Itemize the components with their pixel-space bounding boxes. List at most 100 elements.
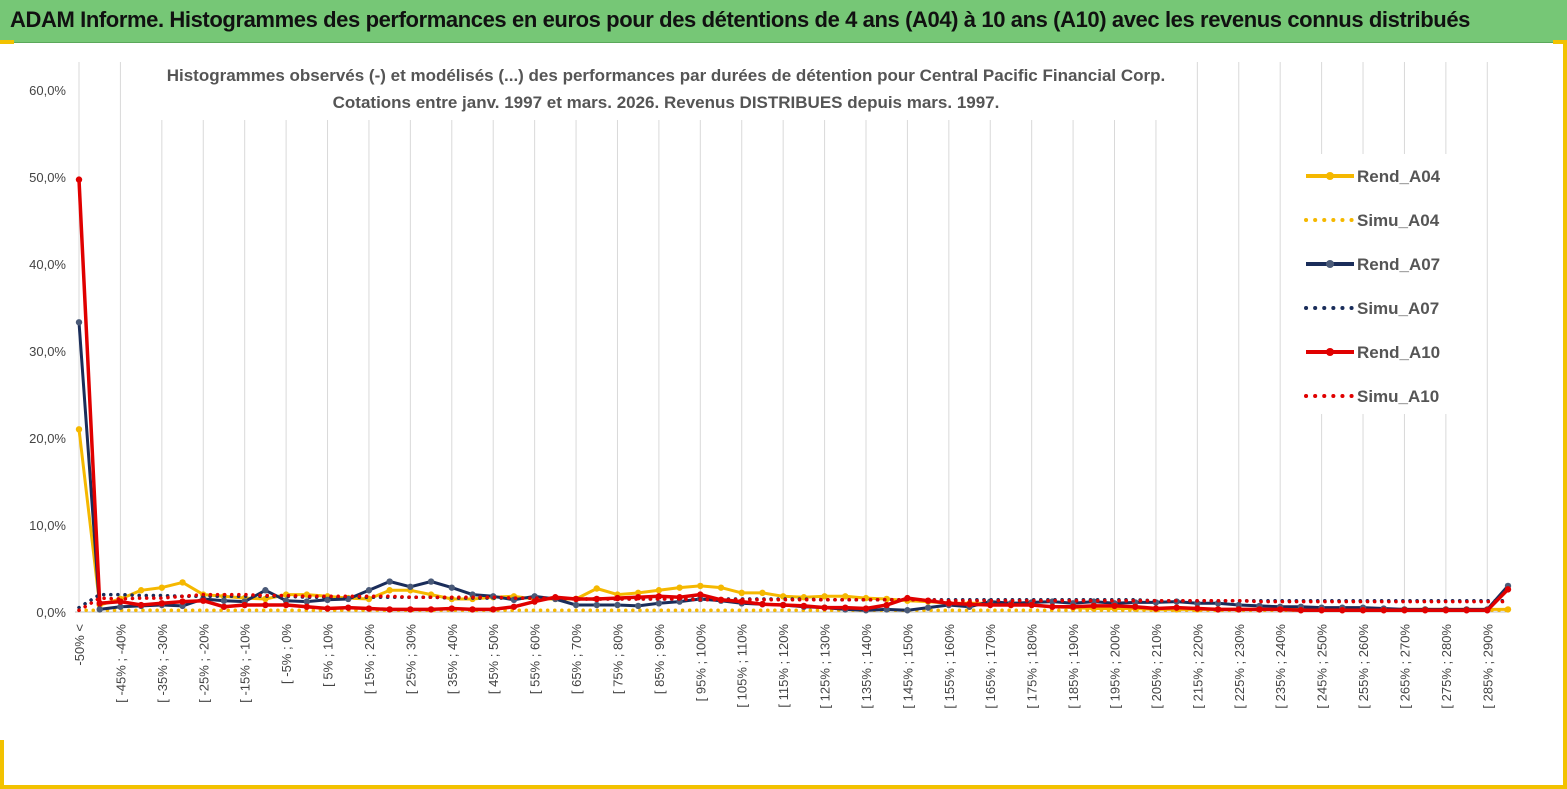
data-point-rend-a10 — [1297, 607, 1305, 614]
legend-label-rend-a04: Rend_A04 — [1357, 167, 1441, 186]
frame-border-left — [0, 740, 4, 789]
page-title: ADAM Informe. Histogrammes des performan… — [10, 7, 1470, 32]
x-tick-label: [ 225% ; 230% — [1232, 624, 1247, 709]
data-point-rend-a10 — [220, 603, 228, 610]
x-tick-label: [ 215% ; 220% — [1190, 624, 1205, 709]
data-point-rend-a10 — [1049, 603, 1056, 610]
data-point-rend-a10 — [1007, 601, 1015, 609]
data-point-rend-a04 — [759, 589, 766, 597]
data-point-rend-a10 — [1421, 607, 1429, 614]
data-point-rend-a04 — [75, 426, 83, 433]
header-band: ADAM Informe. Histogrammes des performan… — [0, 0, 1567, 43]
series-line-simu-a10 — [77, 592, 1510, 613]
data-point-rend-a10 — [1132, 603, 1139, 610]
data-point-rend-a07 — [593, 601, 600, 609]
x-tick-label: [ -15% ; -10% — [238, 624, 253, 703]
data-point-rend-a10 — [821, 604, 828, 611]
data-point-rend-a10 — [510, 603, 518, 610]
data-point-rend-a10 — [427, 606, 435, 613]
chart-title-block: Histogrammes observés (-) et modélisés (… — [148, 58, 1184, 120]
x-tick-label: [ -35% ; -30% — [155, 624, 170, 703]
data-point-rend-a10 — [158, 600, 166, 607]
x-tick-label: [ 285% ; 290% — [1480, 624, 1495, 709]
data-point-rend-a07 — [96, 606, 103, 613]
data-point-rend-a10 — [1463, 607, 1470, 614]
x-tick-label: [ 75% ; 80% — [610, 624, 625, 695]
y-tick-label: 10,0% — [29, 518, 66, 533]
title-background — [148, 58, 1184, 120]
data-point-rend-a04 — [738, 589, 745, 597]
x-tick-label: [ -25% ; -20% — [196, 624, 211, 703]
performance-histogram-chart: 0,0% 10,0% 20,0% 30,0% 40,0% 50,0% 60,0% -50% <… — [29, 58, 1512, 709]
data-point-rend-a04 — [717, 584, 725, 591]
x-tick-label: [ 65% ; 70% — [569, 624, 584, 695]
x-tick-label: [ 5% ; 10% — [321, 624, 336, 687]
data-point-rend-a04 — [655, 587, 663, 594]
data-point-rend-a10 — [469, 606, 476, 613]
data-point-rend-a07 — [386, 578, 393, 585]
data-point-rend-a10 — [1173, 604, 1180, 611]
data-point-rend-a10 — [96, 600, 103, 607]
data-point-rend-a10 — [1276, 606, 1284, 613]
chart-title-line-2: Cotations entre janv. 1997 et mars. 2026… — [333, 93, 1000, 112]
legend-marker — [1326, 172, 1334, 180]
x-tick-label: [ 35% ; 40% — [445, 624, 460, 695]
x-tick-label: [ 15% ; 20% — [362, 624, 377, 695]
legend-label-simu-a07: Simu_A07 — [1357, 299, 1439, 318]
x-tick-label: [ 95% ; 100% — [693, 624, 708, 702]
frame-border-bottom — [0, 785, 1567, 789]
data-point-rend-a07 — [614, 601, 621, 609]
x-tick-label: [ 245% ; 250% — [1315, 624, 1330, 709]
data-point-rend-a10 — [1194, 605, 1201, 612]
data-point-rend-a10 — [1111, 602, 1118, 610]
data-point-rend-a07 — [262, 587, 269, 594]
data-point-rend-a10 — [490, 606, 497, 613]
data-point-rend-a10 — [1028, 601, 1035, 609]
data-point-rend-a07 — [117, 603, 124, 610]
x-tick-label: [ 275% ; 280% — [1439, 624, 1454, 709]
x-tick-label: [ 85% ; 90% — [652, 624, 667, 695]
legend-label-simu-a10: Simu_A10 — [1357, 387, 1439, 406]
data-point-rend-a10 — [1380, 607, 1387, 614]
data-point-rend-a10 — [200, 597, 207, 604]
data-point-rend-a10 — [282, 601, 290, 609]
legend-label-rend-a10: Rend_A10 — [1357, 343, 1440, 362]
x-tick-label: [ 115% ; 120% — [776, 624, 791, 708]
y-tick-label: 20,0% — [29, 431, 66, 446]
data-point-rend-a10 — [137, 601, 145, 609]
data-point-rend-a10 — [179, 598, 186, 605]
data-point-rend-a04 — [137, 587, 145, 594]
x-tick-label: [ -5% ; 0% — [279, 624, 294, 684]
data-point-rend-a10 — [324, 605, 331, 612]
data-point-rend-a07 — [75, 319, 83, 326]
data-point-rend-a10 — [697, 591, 704, 598]
y-tick-label: 40,0% — [29, 257, 66, 272]
data-point-rend-a10 — [987, 601, 994, 609]
data-point-rend-a10 — [1401, 607, 1408, 614]
data-point-rend-a10 — [1069, 603, 1077, 610]
legend-label-rend-a07: Rend_A07 — [1357, 255, 1440, 274]
series-lines — [75, 176, 1512, 614]
data-point-rend-a10 — [1359, 607, 1367, 614]
legend-marker — [1326, 348, 1334, 356]
data-point-rend-a07 — [924, 604, 932, 611]
data-point-rend-a07 — [324, 596, 331, 604]
x-tick-label: [ 105% ; 110% — [735, 624, 750, 708]
data-point-rend-a10 — [345, 604, 352, 611]
x-tick-label: [ 265% ; 270% — [1397, 624, 1412, 709]
data-point-rend-a10 — [1214, 606, 1222, 613]
x-tick-label: [ 45% ; 50% — [486, 624, 501, 695]
data-point-rend-a10 — [883, 601, 890, 609]
legend-background — [1296, 154, 1456, 414]
data-point-rend-a10 — [386, 606, 393, 613]
data-point-rend-a10 — [1256, 606, 1263, 613]
frame-accent-left — [0, 40, 14, 44]
data-point-rend-a10 — [303, 603, 311, 610]
data-point-rend-a07 — [365, 587, 373, 594]
y-tick-label: 50,0% — [29, 170, 66, 185]
legend-label-simu-a04: Simu_A04 — [1357, 211, 1440, 230]
data-point-rend-a04 — [821, 593, 828, 600]
data-point-rend-a10 — [407, 606, 414, 613]
data-point-rend-a10 — [1235, 606, 1242, 613]
grid-lines — [78, 62, 1488, 612]
